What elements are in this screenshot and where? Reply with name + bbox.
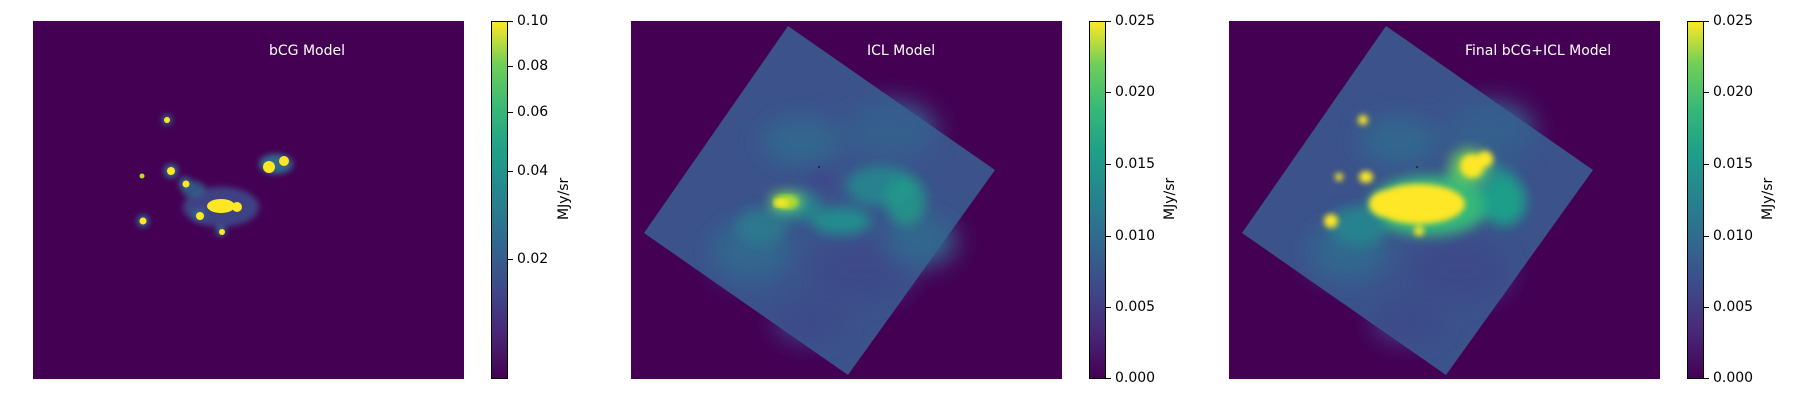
colorbar-label: MJy/sr (1760, 177, 1776, 220)
tick-label: 0.020 (1115, 84, 1156, 100)
panel-title: ICL Model (867, 43, 936, 59)
tick-label: 0.08 (517, 58, 549, 74)
bcg-model-render (33, 21, 464, 379)
tick-label: 0.025 (1115, 13, 1156, 29)
colorbar-icl (1089, 21, 1106, 379)
panel-title: bCG Model (269, 43, 345, 59)
final-model-render (1229, 21, 1660, 379)
colorbar-label: MJy/sr (1162, 177, 1178, 220)
final-model-image: Final bCG+ICL Model (1229, 21, 1660, 379)
bcg-model-image: bCG Model (33, 21, 464, 379)
tick-label: 0.005 (1713, 299, 1754, 315)
tick-label: 0.10 (517, 13, 549, 29)
tick-label: 0.020 (1713, 84, 1754, 100)
tick-label: 0.010 (1713, 228, 1754, 244)
tick-label: 0.010 (1115, 228, 1156, 244)
tick-label: 0.02 (517, 251, 549, 267)
colorbar-label: MJy/sr (556, 177, 572, 220)
icl-model-render (631, 21, 1062, 379)
tick-label: 0.005 (1115, 299, 1156, 315)
colorbar-bcg (491, 21, 508, 379)
panel-title: Final bCG+ICL Model (1465, 43, 1612, 59)
tick-label: 0.000 (1115, 370, 1156, 386)
tick-label: 0.06 (517, 104, 549, 120)
tick-label: 0.000 (1713, 370, 1754, 386)
tick-label: 0.015 (1713, 156, 1754, 172)
tick-label: 0.025 (1713, 13, 1754, 29)
tick-label: 0.015 (1115, 156, 1156, 172)
tick-label: 0.04 (517, 163, 549, 179)
icl-model-image: ICL Model (631, 21, 1062, 379)
colorbar-final (1687, 21, 1704, 379)
